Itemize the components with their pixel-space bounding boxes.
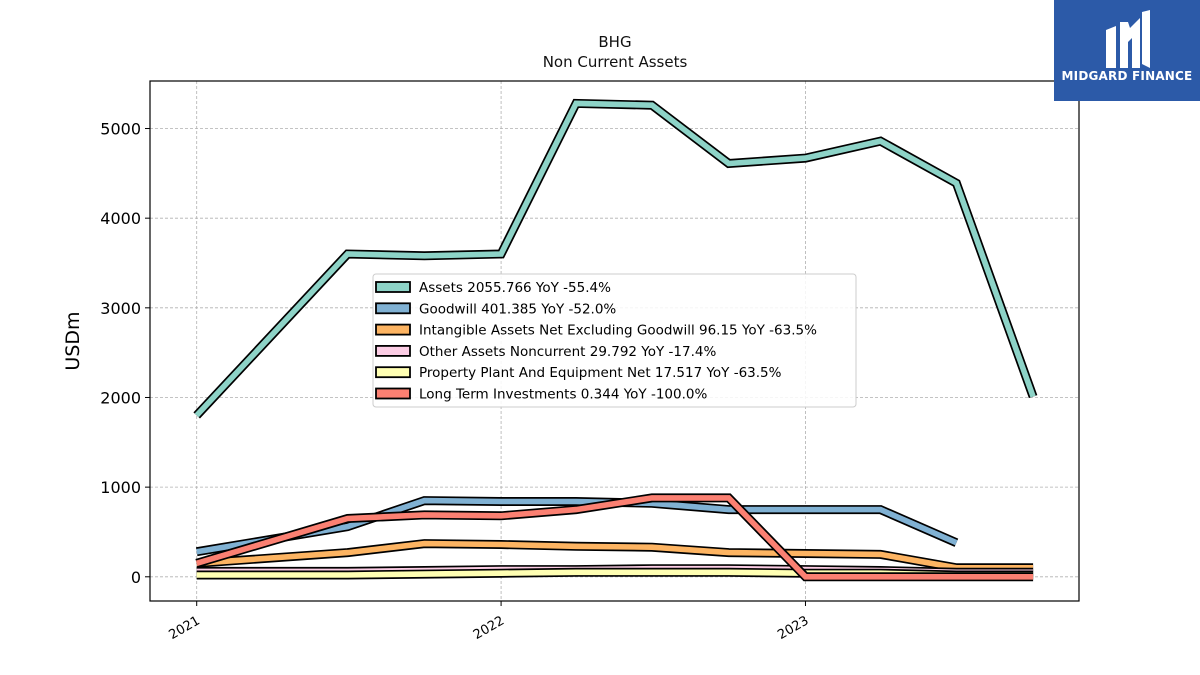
y-tick-label: 0 bbox=[131, 568, 141, 587]
y-tick-label: 4000 bbox=[100, 209, 141, 228]
y-axis: 0 1000 2000 3000 4000 5000 bbox=[100, 120, 150, 587]
brand-name: MIDGARD FINANCE bbox=[1061, 69, 1193, 83]
legend-entry: Intangible Assets Net Excluding Goodwill… bbox=[419, 323, 817, 339]
legend-swatch bbox=[375, 366, 411, 379]
legend: Assets 2055.766 YoY -55.4% Goodwill 401.3… bbox=[372, 273, 857, 408]
legend-box bbox=[372, 273, 857, 408]
x-tick-label: 2021 bbox=[167, 613, 203, 643]
chart-title: BHG bbox=[598, 33, 632, 51]
series-line-5 bbox=[195, 493, 1034, 582]
chart-subtitle: Non Current Assets bbox=[542, 53, 688, 71]
series-stroke bbox=[196, 540, 1034, 571]
legend-entry: Other Assets Noncurrent 29.792 YoY -17.4… bbox=[419, 344, 716, 360]
series-line-0 bbox=[193, 98, 1038, 419]
legend-swatch bbox=[375, 344, 411, 357]
x-axis: 2021 2022 2023 bbox=[167, 601, 811, 643]
legend-entry: Assets 2055.766 YoY -55.4% bbox=[419, 280, 611, 296]
series-layer bbox=[193, 98, 1038, 582]
legend-swatch bbox=[375, 281, 411, 293]
plot-frame bbox=[149, 80, 1080, 602]
y-tick-label: 1000 bbox=[100, 478, 141, 497]
legend-swatch bbox=[375, 323, 411, 336]
y-tick-label: 5000 bbox=[100, 120, 141, 139]
series-line-2 bbox=[196, 539, 1034, 573]
x-tick-label: 2023 bbox=[775, 613, 811, 643]
series-stroke bbox=[195, 495, 1034, 580]
legend-swatch bbox=[375, 387, 411, 400]
midgard-finance-logo: MIDGARD FINANCE bbox=[1054, 0, 1200, 101]
y-axis-label: USDm bbox=[62, 311, 84, 370]
legend-swatch bbox=[375, 302, 411, 315]
brand-mark-icon bbox=[1106, 10, 1150, 68]
legend-entry: Long Term Investments 0.344 YoY -100.0% bbox=[419, 387, 707, 403]
legend-entry: Property Plant And Equipment Net 17.517 … bbox=[419, 365, 782, 381]
y-tick-label: 3000 bbox=[100, 299, 141, 318]
legend-entry: Goodwill 401.385 YoY -52.0% bbox=[419, 301, 616, 317]
series-stroke bbox=[194, 100, 1036, 418]
x-tick-label: 2022 bbox=[471, 613, 507, 643]
y-tick-label: 2000 bbox=[100, 388, 141, 407]
